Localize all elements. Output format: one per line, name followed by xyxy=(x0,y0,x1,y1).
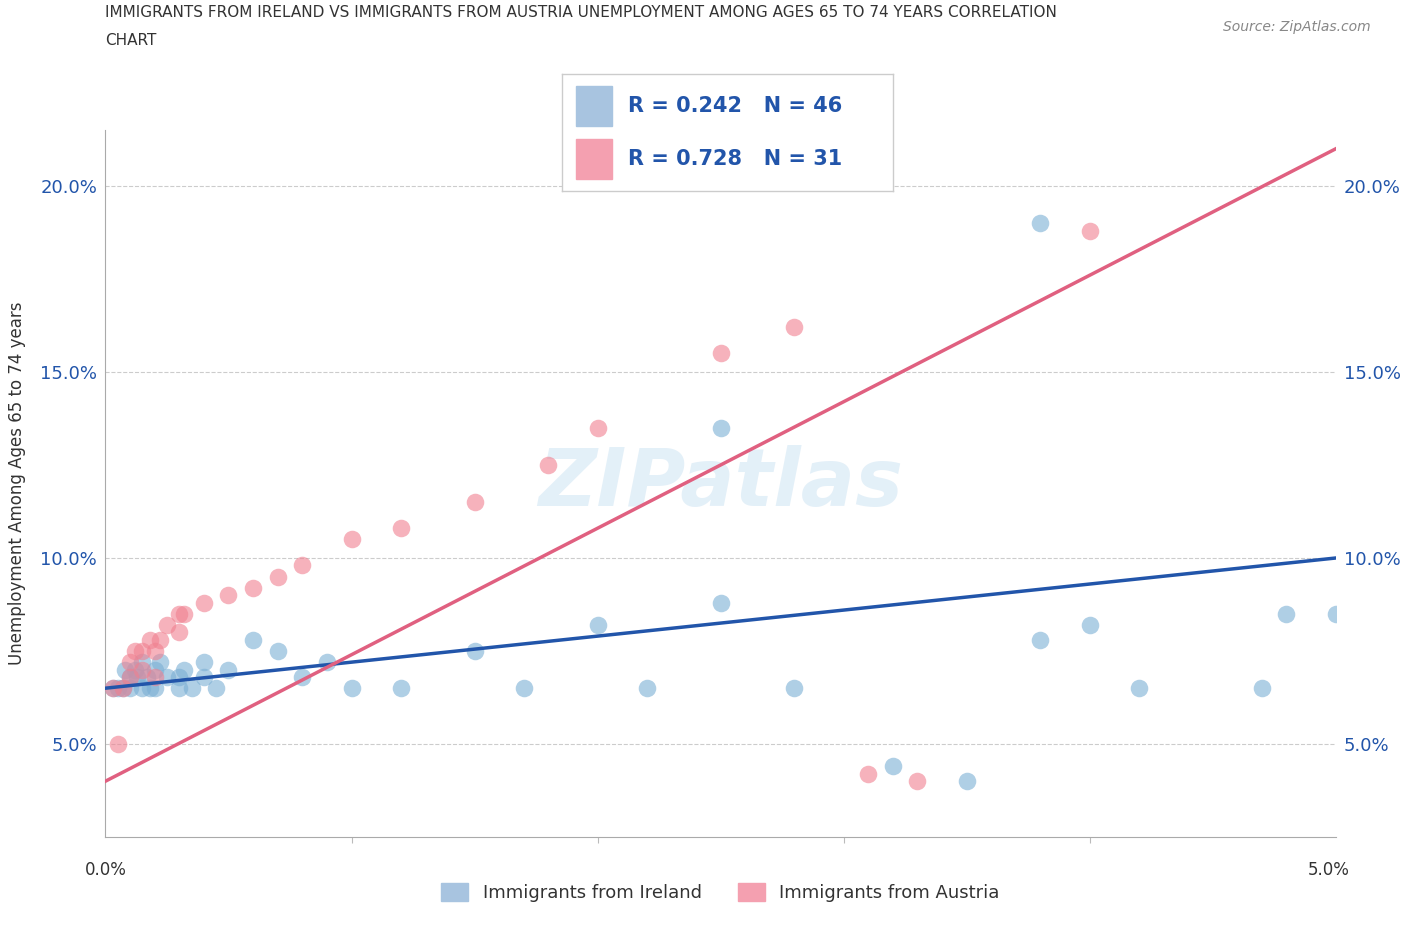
Point xyxy=(956,774,979,789)
Text: ZIPatlas: ZIPatlas xyxy=(538,445,903,523)
Point xyxy=(1128,681,1150,696)
Point xyxy=(464,495,486,510)
Point xyxy=(193,670,215,684)
Point xyxy=(120,670,141,684)
Point xyxy=(149,655,172,670)
Point xyxy=(858,766,880,781)
Point xyxy=(389,521,412,536)
Point xyxy=(218,588,240,603)
Point xyxy=(124,644,146,658)
Point xyxy=(120,655,141,670)
Point xyxy=(218,662,240,677)
Point xyxy=(120,681,141,696)
Point xyxy=(1078,618,1101,632)
Point xyxy=(389,681,412,696)
Point xyxy=(291,558,314,573)
Point xyxy=(586,420,609,435)
Point xyxy=(907,774,929,789)
Text: 5.0%: 5.0% xyxy=(1308,860,1350,879)
Point xyxy=(710,420,733,435)
Point xyxy=(114,662,136,677)
Text: CHART: CHART xyxy=(105,33,157,48)
Point xyxy=(101,681,124,696)
Point xyxy=(139,632,162,647)
Bar xyxy=(575,140,612,179)
Point xyxy=(143,662,166,677)
Point xyxy=(464,644,486,658)
Point xyxy=(783,681,806,696)
Bar xyxy=(575,86,612,126)
Point xyxy=(173,606,195,621)
Point xyxy=(537,458,560,472)
Point xyxy=(205,681,228,696)
Text: R = 0.242   N = 46: R = 0.242 N = 46 xyxy=(628,96,842,116)
Point xyxy=(107,681,129,696)
Point xyxy=(882,759,904,774)
Point xyxy=(136,670,159,684)
Point xyxy=(120,670,141,684)
Point xyxy=(1275,606,1298,621)
Point xyxy=(107,737,129,751)
Point xyxy=(131,681,153,696)
Point xyxy=(315,655,337,670)
Point xyxy=(169,606,191,621)
Point xyxy=(149,632,172,647)
Point xyxy=(131,655,153,670)
Point xyxy=(127,670,149,684)
Point xyxy=(156,618,179,632)
Point xyxy=(267,644,290,658)
Point xyxy=(180,681,202,696)
Point xyxy=(586,618,609,632)
Point xyxy=(143,670,166,684)
Text: 0.0%: 0.0% xyxy=(84,860,127,879)
Point xyxy=(1029,216,1052,231)
Point xyxy=(710,346,733,361)
Point xyxy=(173,662,195,677)
Point xyxy=(124,662,146,677)
Point xyxy=(169,670,191,684)
Legend: Immigrants from Ireland, Immigrants from Austria: Immigrants from Ireland, Immigrants from… xyxy=(434,875,1007,910)
Point xyxy=(242,580,264,595)
Point xyxy=(1251,681,1274,696)
Text: IMMIGRANTS FROM IRELAND VS IMMIGRANTS FROM AUSTRIA UNEMPLOYMENT AMONG AGES 65 TO: IMMIGRANTS FROM IRELAND VS IMMIGRANTS FR… xyxy=(105,5,1057,20)
Point xyxy=(267,569,290,584)
Point xyxy=(1029,632,1052,647)
Point xyxy=(513,681,536,696)
Point xyxy=(169,625,191,640)
Text: Source: ZipAtlas.com: Source: ZipAtlas.com xyxy=(1223,20,1371,34)
Point xyxy=(340,532,363,547)
Point xyxy=(242,632,264,647)
Point xyxy=(193,595,215,610)
Point xyxy=(193,655,215,670)
Point xyxy=(131,644,153,658)
Point xyxy=(156,670,179,684)
Point xyxy=(139,681,162,696)
Text: R = 0.728   N = 31: R = 0.728 N = 31 xyxy=(628,149,842,169)
Point xyxy=(101,681,124,696)
Point xyxy=(111,681,134,696)
Y-axis label: Unemployment Among Ages 65 to 74 years: Unemployment Among Ages 65 to 74 years xyxy=(8,302,27,665)
Point xyxy=(340,681,363,696)
Point xyxy=(291,670,314,684)
Point xyxy=(143,644,166,658)
Point xyxy=(131,662,153,677)
Point xyxy=(111,681,134,696)
Point xyxy=(636,681,658,696)
Point xyxy=(710,595,733,610)
Point xyxy=(169,681,191,696)
Point xyxy=(143,681,166,696)
Point xyxy=(783,320,806,335)
Point xyxy=(1078,223,1101,238)
Point xyxy=(1324,606,1347,621)
